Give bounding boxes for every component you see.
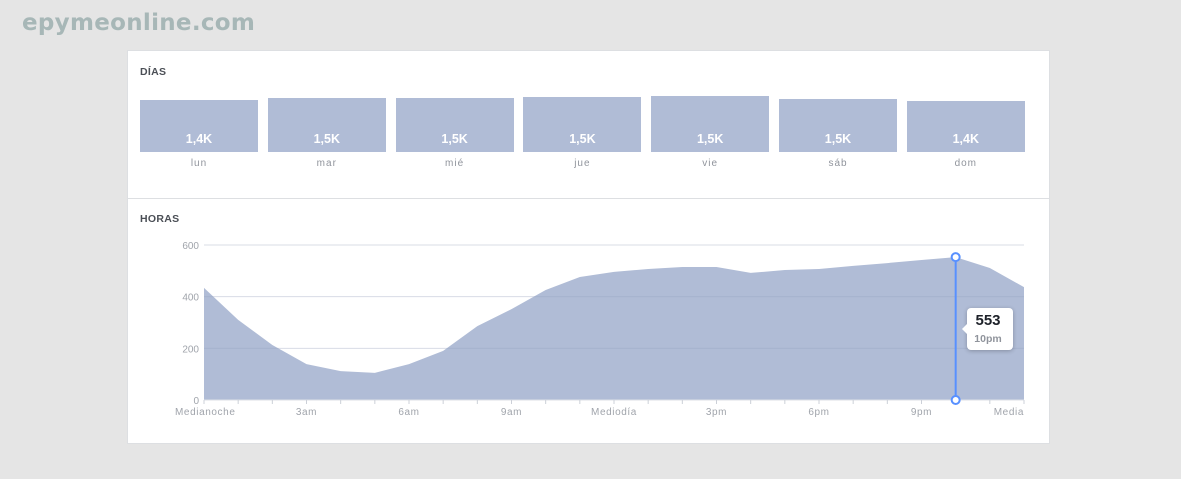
x-tick-label: 6pm [808, 407, 829, 418]
day-label: jue [574, 158, 591, 169]
chart-tooltip: 553 10pm [962, 308, 1013, 350]
hover-point-bottom[interactable] [950, 395, 961, 405]
day-bar-fill [395, 98, 514, 152]
day-label: mar [316, 158, 337, 169]
day-bar-fill [779, 99, 897, 152]
x-tick-label: 3pm [706, 407, 727, 418]
x-tick-label: 9pm [911, 407, 932, 418]
day-value: 1,4K [185, 132, 213, 146]
y-tick-label: 400 [182, 293, 199, 304]
y-tick-label: 200 [182, 344, 199, 355]
tooltip-hour: 10pm [974, 333, 1002, 345]
day-bar-fill [523, 97, 642, 152]
day-value: 1,5K [696, 132, 724, 146]
hover-point-top[interactable] [950, 252, 961, 263]
day-label: mié [445, 158, 465, 169]
x-tick-label: 9am [501, 407, 522, 418]
day-label: sáb [828, 158, 848, 169]
x-tick-label: Mediodía [591, 407, 637, 418]
x-tick-label: Media [994, 407, 1024, 418]
day-bar-fill [267, 98, 386, 152]
day-bar-fill [651, 96, 770, 152]
day-value: 1,5K [569, 132, 596, 146]
day-bar-fill [140, 100, 258, 152]
area-series [204, 257, 1024, 400]
day-label: lun [190, 158, 208, 169]
watermark-logo: epymeonline.com [22, 10, 256, 36]
day-value: 1,4K [952, 132, 979, 146]
x-tick-label: 3am [296, 407, 317, 418]
day-value: 1,5K [824, 132, 852, 146]
section-divider [128, 198, 1049, 199]
day-value: 1,5K [313, 132, 340, 146]
days-section-title: DÍAS [140, 66, 167, 78]
y-tick-label: 0 [193, 396, 199, 407]
x-tick-label: Medianoche [175, 407, 235, 418]
day-label: dom [954, 158, 978, 169]
x-tick-label: 6am [398, 407, 419, 418]
day-value: 1,5K [441, 132, 468, 146]
tooltip-value: 553 [975, 312, 1001, 329]
day-label: vie [702, 158, 719, 169]
hours-section-title: HORAS [140, 213, 180, 225]
y-tick-label: 600 [182, 241, 199, 252]
day-bar-fill [906, 101, 1025, 152]
